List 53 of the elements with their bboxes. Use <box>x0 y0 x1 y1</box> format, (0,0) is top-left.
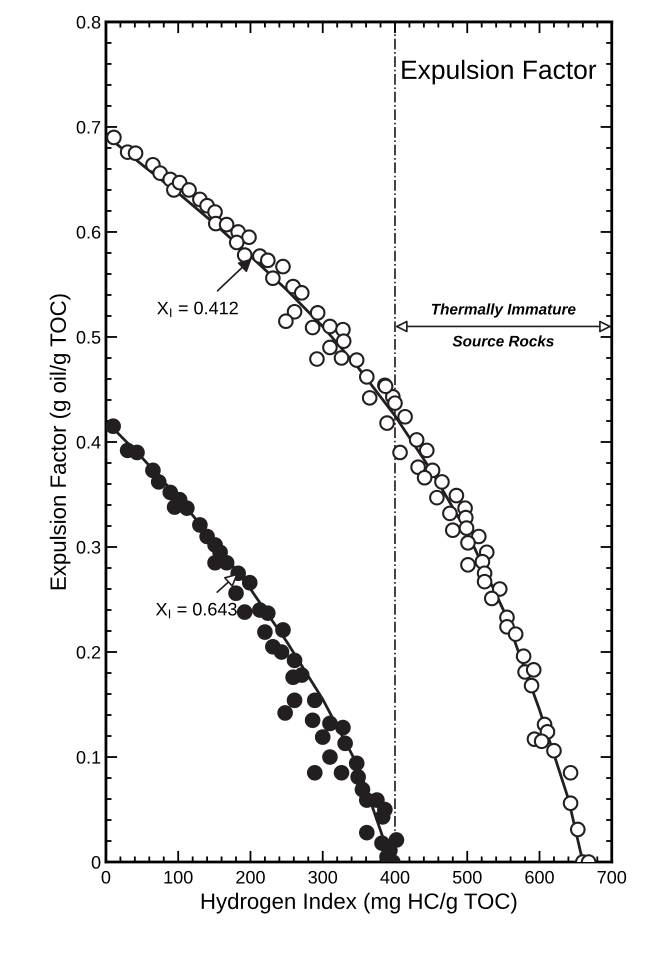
text: Expulsion Factor <box>402 60 596 84</box>
point <box>322 749 338 765</box>
point <box>242 574 258 591</box>
point <box>129 444 145 460</box>
point <box>218 554 234 571</box>
x-tick-label: 0 <box>102 870 110 884</box>
x-tick-label: 200 <box>236 870 265 884</box>
x-tick-label: 600 <box>525 870 554 884</box>
point <box>335 720 351 736</box>
point <box>322 716 338 732</box>
point <box>334 764 350 781</box>
y-tick-label: 0.1 <box>76 750 100 764</box>
y-tick-label: 0.7 <box>76 120 100 134</box>
point <box>374 809 391 825</box>
point <box>350 769 366 785</box>
point <box>106 418 121 434</box>
annotation: X$_{I}$ = 0.412 <box>157 302 238 318</box>
y-axis-title: Expulsion Factor (g oil/g TOC) <box>50 294 70 590</box>
x-tick-label: 700 <box>598 870 626 884</box>
point <box>192 517 208 533</box>
point <box>358 824 375 840</box>
x-tick-label: 100 <box>164 870 193 884</box>
point <box>274 644 290 660</box>
point <box>257 624 273 640</box>
point <box>150 474 167 490</box>
y-tick-label: 0.8 <box>76 16 100 29</box>
point <box>348 756 364 772</box>
point <box>337 736 353 752</box>
y-tick-label: 0.4 <box>76 436 101 449</box>
x-axis-title: Hydrogen Index (mg HC/g TOC) <box>202 892 516 914</box>
y-tick-label: 0.2 <box>76 646 100 659</box>
point <box>314 729 331 745</box>
point <box>286 692 302 708</box>
point <box>306 692 323 708</box>
x-tick-label: 400 <box>380 870 410 884</box>
y-tick-label: 0 <box>92 856 100 869</box>
y-tick-label: 0.6 <box>76 226 100 239</box>
point <box>286 652 302 668</box>
y-tick-label: 0.3 <box>76 540 100 554</box>
x-tick-label: 500 <box>452 870 482 884</box>
x-tick-label: 300 <box>308 870 338 884</box>
point <box>260 605 276 621</box>
point <box>145 462 161 478</box>
annotation: X$_{I}$ = 0.643 <box>156 602 237 618</box>
point <box>179 500 195 516</box>
y-tick-label: 0.5 <box>76 330 100 344</box>
point <box>306 764 323 781</box>
point <box>236 604 252 620</box>
annotation: Thermally Immature Source Rocks <box>432 303 576 347</box>
point <box>304 712 320 728</box>
point <box>275 622 291 638</box>
point <box>228 585 244 602</box>
point <box>277 705 293 721</box>
